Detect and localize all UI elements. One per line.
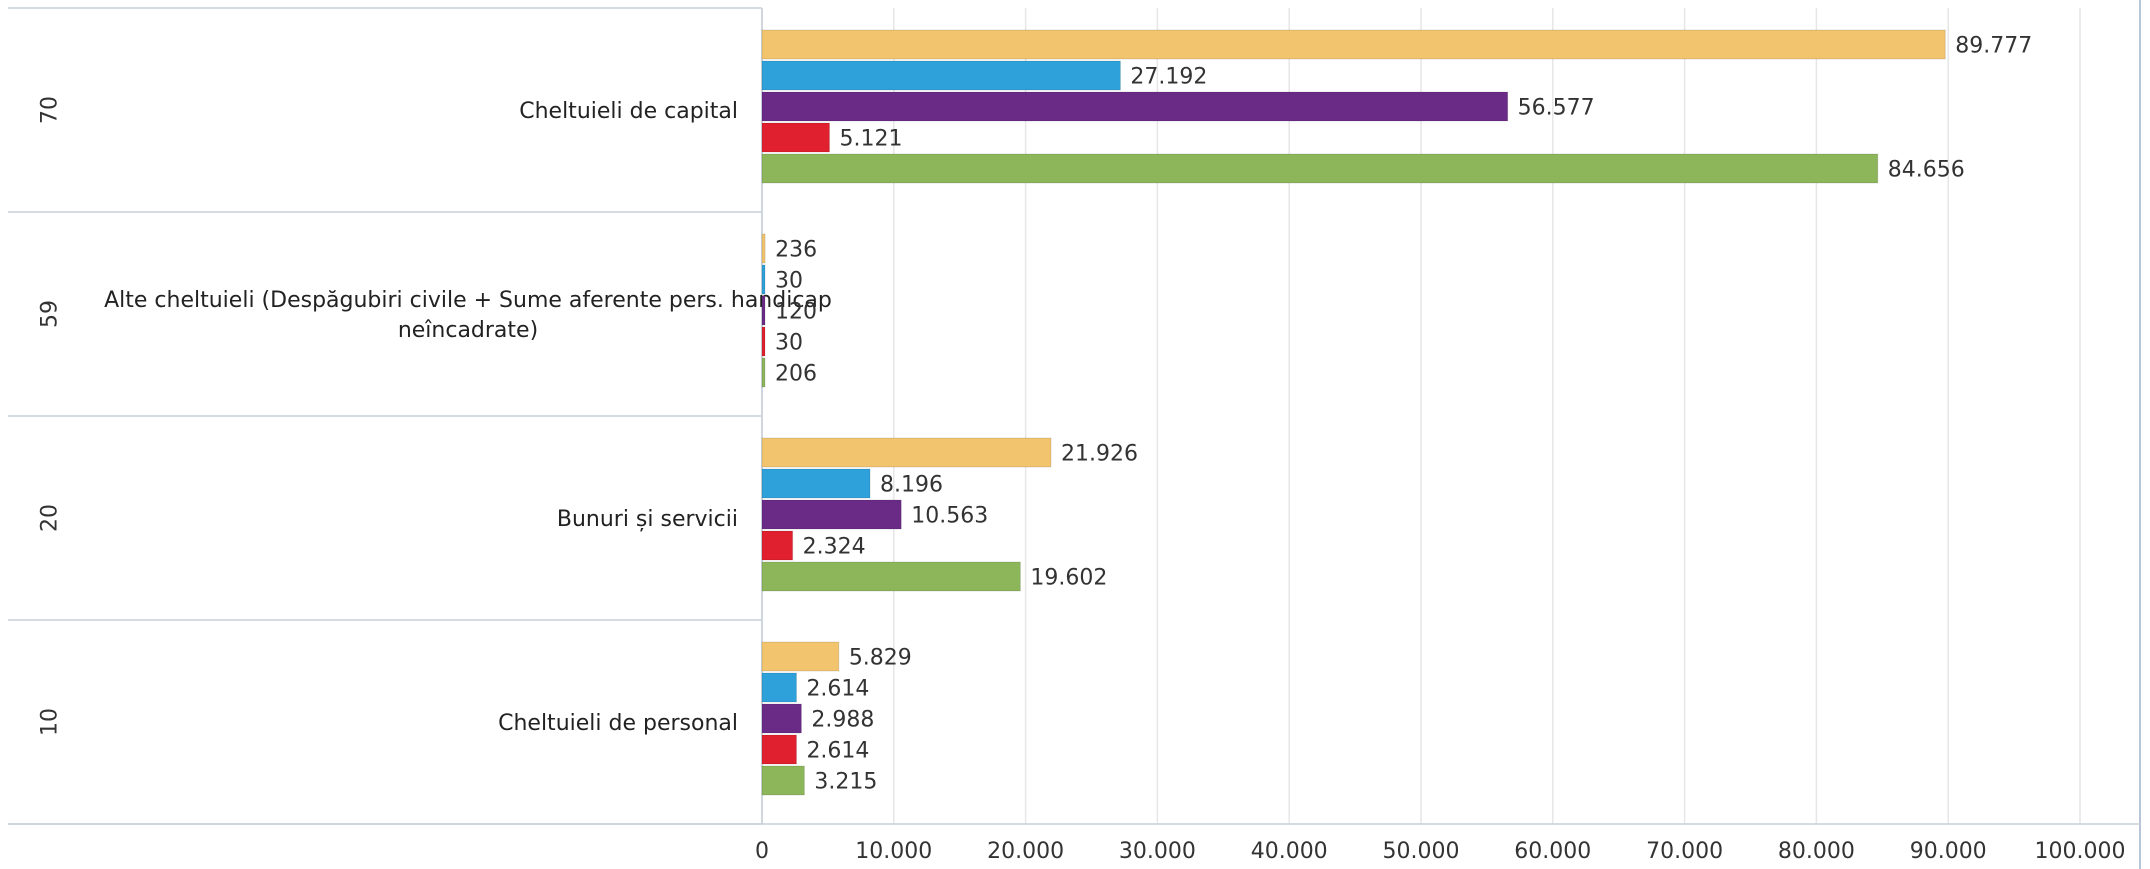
- category-label: Bunuri și servicii: [557, 507, 738, 532]
- bar: [761, 703, 802, 734]
- category-code: 20: [38, 504, 63, 532]
- data-label: 30: [775, 269, 803, 294]
- x-tick-label: 60.000: [1514, 839, 1591, 864]
- data-label: 84.656: [1888, 158, 1965, 183]
- bar: [761, 468, 871, 499]
- label-layer: 89.777 27.192 56.577 5.121 84.656 236 30 120 30 2…: [775, 34, 2032, 795]
- bar: [761, 91, 1509, 122]
- data-label: 5.829: [849, 646, 912, 671]
- x-tick-label: 0: [755, 839, 769, 864]
- bar: [761, 561, 1021, 592]
- bar: [761, 437, 1052, 468]
- data-label: 3.215: [814, 770, 877, 795]
- category-label: Cheltuieli de personal: [498, 711, 738, 736]
- category-code: 10: [38, 708, 63, 736]
- bar: [761, 60, 1121, 91]
- data-label: 21.926: [1061, 442, 1138, 467]
- category-code: 70: [38, 96, 63, 124]
- bar: [761, 153, 1879, 184]
- category-code: 59: [38, 300, 63, 328]
- x-tick-label: 70.000: [1646, 839, 1723, 864]
- data-label: 19.602: [1030, 566, 1107, 591]
- bar: [761, 295, 766, 326]
- x-tick-label: 30.000: [1119, 839, 1196, 864]
- data-label: 8.196: [880, 473, 943, 498]
- x-tick-label: 40.000: [1251, 839, 1328, 864]
- data-label: 2.324: [803, 535, 866, 560]
- bar: [761, 357, 766, 388]
- category-layer: 70 Cheltuieli de capital 59 Alte cheltuieli…: [38, 96, 832, 736]
- x-tick-label: 90.000: [1910, 839, 1987, 864]
- bar: [761, 765, 805, 796]
- category-label: Cheltuieli de capital: [519, 99, 738, 124]
- bar: [761, 641, 840, 672]
- data-label: 206: [775, 362, 817, 387]
- data-label: 27.192: [1130, 65, 1207, 90]
- bar-layer: [761, 29, 1946, 796]
- category-label: neîncadrate): [398, 318, 538, 343]
- data-label: 56.577: [1518, 96, 1595, 121]
- data-label: 2.988: [811, 708, 874, 733]
- bar: [761, 233, 766, 264]
- x-tick-label: 20.000: [987, 839, 1064, 864]
- bar: [761, 264, 766, 295]
- x-tick-label: 10.000: [855, 839, 932, 864]
- bar: [761, 326, 766, 357]
- x-tick-label: 80.000: [1778, 839, 1855, 864]
- data-label: 2.614: [806, 739, 869, 764]
- bar: [761, 734, 797, 765]
- data-label: 2.614: [806, 677, 869, 702]
- category-label: Alte cheltuieli (Despăgubiri civile + Su…: [104, 288, 832, 313]
- data-label: 89.777: [1955, 34, 2032, 59]
- bar: [761, 672, 797, 703]
- x-tick-label: 100.000: [2035, 839, 2126, 864]
- x-tick-label: 50.000: [1383, 839, 1460, 864]
- data-label: 30: [775, 331, 803, 356]
- bar: [761, 530, 794, 561]
- grid-layer: [893, 8, 2081, 824]
- data-label: 10.563: [911, 504, 988, 529]
- bar: [761, 29, 1946, 60]
- data-label: 120: [775, 300, 817, 325]
- data-label: 236: [775, 238, 817, 263]
- data-label: 5.121: [839, 127, 902, 152]
- axis-layer: 0 10.000 20.000 30.000 40.000 50.000 60.000 70.…: [8, 0, 2141, 869]
- bar: [761, 122, 830, 153]
- bar: [761, 499, 902, 530]
